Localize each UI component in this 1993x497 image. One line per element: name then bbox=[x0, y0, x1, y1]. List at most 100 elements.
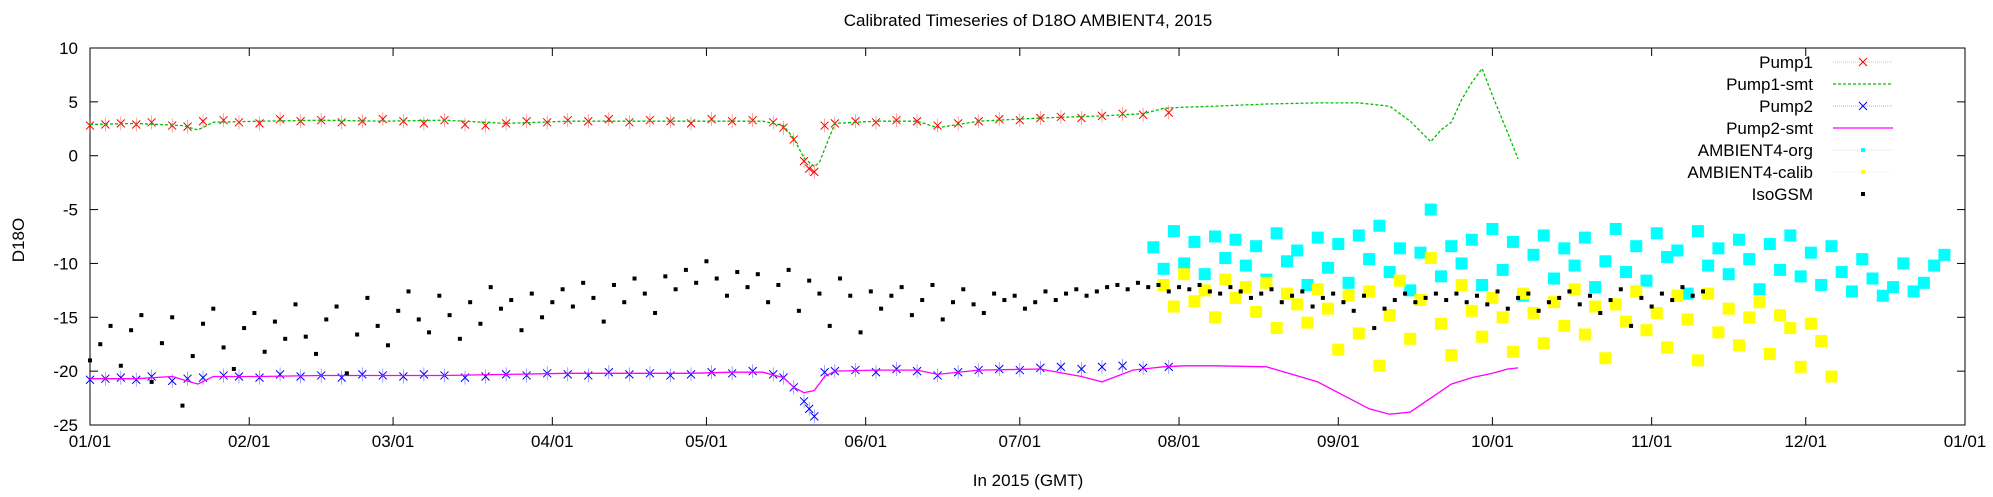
data-point bbox=[1702, 259, 1715, 272]
data-point bbox=[1835, 266, 1848, 279]
data-point bbox=[1414, 246, 1427, 259]
data-point bbox=[1342, 289, 1355, 302]
data-point bbox=[108, 323, 113, 328]
x-tick-label: 07/01 bbox=[999, 432, 1042, 451]
data-point bbox=[1527, 248, 1540, 261]
data-point bbox=[694, 280, 699, 285]
data-point bbox=[180, 403, 185, 408]
data-point bbox=[1681, 313, 1694, 326]
data-point bbox=[1146, 285, 1151, 290]
data-point bbox=[1138, 363, 1148, 373]
data-point bbox=[1578, 231, 1591, 244]
legend-marker bbox=[1861, 192, 1865, 196]
legend-label: Pump2 bbox=[1759, 97, 1813, 116]
data-point bbox=[1332, 343, 1345, 356]
data-point bbox=[1105, 285, 1110, 290]
data-point bbox=[1763, 238, 1776, 251]
data-point bbox=[1270, 227, 1283, 240]
data-point bbox=[1322, 261, 1335, 274]
data-point bbox=[1568, 283, 1581, 296]
data-point bbox=[1671, 289, 1684, 302]
data-point bbox=[1659, 291, 1664, 296]
data-point bbox=[252, 310, 257, 315]
data-point bbox=[1156, 282, 1161, 287]
data-point bbox=[1455, 257, 1468, 270]
data-point bbox=[1548, 272, 1561, 285]
data-point bbox=[129, 328, 134, 333]
data-point bbox=[522, 371, 531, 380]
data-point bbox=[745, 285, 750, 290]
data-point bbox=[1578, 328, 1591, 341]
data-point bbox=[1022, 306, 1027, 311]
series-line bbox=[90, 365, 1519, 415]
series-isogsm bbox=[88, 259, 1706, 408]
data-point bbox=[1118, 361, 1127, 371]
data-point bbox=[1743, 311, 1756, 324]
data-point bbox=[1897, 257, 1910, 270]
data-point bbox=[1640, 324, 1653, 337]
data-point bbox=[1661, 341, 1674, 354]
data-point bbox=[337, 117, 347, 127]
data-point bbox=[416, 317, 421, 322]
data-point bbox=[1577, 302, 1582, 307]
data-point bbox=[992, 291, 997, 296]
data-point bbox=[147, 372, 156, 381]
data-point bbox=[1794, 360, 1807, 373]
data-point bbox=[1363, 285, 1376, 298]
data-point bbox=[385, 343, 390, 348]
data-point bbox=[1445, 240, 1458, 253]
data-point bbox=[447, 313, 452, 318]
data-point bbox=[1589, 300, 1602, 313]
data-point bbox=[427, 330, 432, 335]
data-point bbox=[1486, 291, 1499, 304]
data-point bbox=[98, 342, 103, 347]
data-point bbox=[1084, 293, 1089, 298]
data-point bbox=[1077, 364, 1086, 374]
data-point bbox=[1845, 285, 1858, 298]
data-point bbox=[1164, 108, 1174, 117]
data-point bbox=[1392, 298, 1397, 303]
data-point bbox=[201, 321, 206, 326]
legend-marker bbox=[1858, 101, 1868, 111]
data-point bbox=[1701, 289, 1706, 294]
data-point bbox=[1074, 287, 1079, 292]
data-point bbox=[1722, 302, 1735, 315]
data-point bbox=[118, 363, 123, 368]
data-point bbox=[211, 306, 216, 311]
data-point bbox=[357, 370, 367, 379]
data-point bbox=[981, 310, 986, 315]
data-point bbox=[1260, 276, 1273, 289]
data-point bbox=[167, 376, 177, 386]
legend-marker bbox=[1861, 148, 1865, 152]
data-point bbox=[1404, 284, 1417, 297]
data-point bbox=[375, 323, 380, 328]
data-point bbox=[1015, 115, 1025, 125]
data-point bbox=[1639, 295, 1644, 300]
y-tick-label: 0 bbox=[69, 147, 78, 166]
data-point bbox=[899, 285, 904, 290]
data-point bbox=[1650, 306, 1663, 319]
data-point bbox=[1207, 289, 1212, 294]
data-point bbox=[399, 372, 408, 381]
data-point bbox=[1476, 330, 1489, 343]
data-point bbox=[645, 115, 655, 125]
y-tick-label: -5 bbox=[63, 201, 78, 220]
data-point bbox=[920, 298, 925, 303]
data-point bbox=[1712, 242, 1725, 255]
data-point bbox=[653, 310, 658, 315]
data-point bbox=[1301, 316, 1314, 329]
data-marks bbox=[85, 67, 1951, 424]
data-point bbox=[231, 366, 236, 371]
series-pump1 bbox=[85, 105, 1174, 179]
y-tick-label: -20 bbox=[53, 362, 78, 381]
data-point bbox=[1691, 225, 1704, 238]
data-point bbox=[1209, 311, 1221, 324]
data-point bbox=[1433, 291, 1438, 296]
data-point bbox=[1115, 282, 1120, 287]
data-point bbox=[563, 115, 573, 125]
data-point bbox=[1537, 337, 1550, 350]
data-point bbox=[804, 164, 814, 173]
data-point bbox=[1373, 219, 1386, 232]
data-point bbox=[755, 272, 760, 277]
